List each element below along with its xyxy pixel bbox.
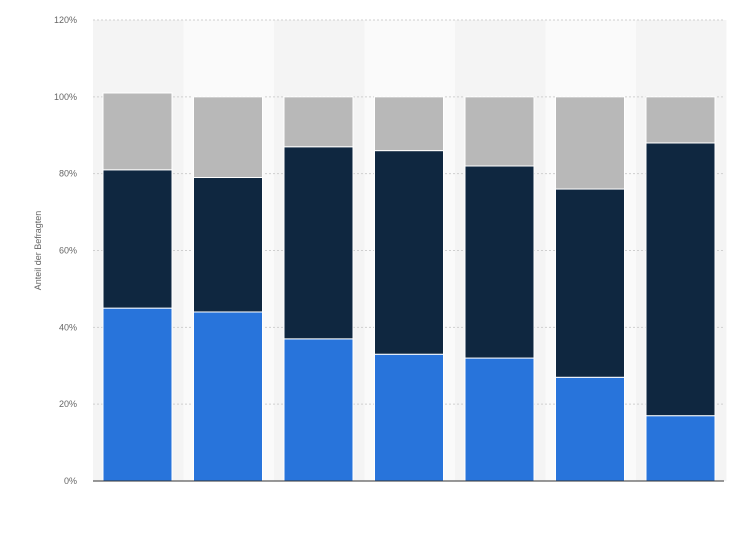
y-axis-title: Anteil der Befragten xyxy=(33,211,43,291)
y-tick-label: 100% xyxy=(54,92,77,102)
bar-segment-s3-c7 xyxy=(645,96,716,144)
y-tick-label: 60% xyxy=(59,246,77,256)
bar-segment-s2-c7 xyxy=(645,142,716,417)
bar-segment-s3-c6 xyxy=(555,96,625,190)
bar-segment-s2-c2 xyxy=(193,177,263,313)
bar-segment-s1-c7 xyxy=(645,415,716,482)
bar-segment-s1-c6 xyxy=(555,376,625,482)
bar-segment-s1-c4 xyxy=(374,353,444,482)
bar-segment-s3-c3 xyxy=(283,96,354,148)
y-tick-label: 40% xyxy=(59,322,77,332)
bar-segment-s1-c1 xyxy=(102,307,173,482)
bar-segment-s2-c5 xyxy=(464,165,535,359)
bar-segment-s3-c2 xyxy=(193,96,263,179)
bar-segment-s3-c5 xyxy=(464,96,535,167)
bar-segment-s1-c2 xyxy=(193,311,263,482)
bar-segment-s3-c1 xyxy=(102,92,173,171)
bar-segment-s3-c4 xyxy=(374,96,444,152)
bar-stacks xyxy=(102,92,716,482)
y-tick-label: 0% xyxy=(64,476,77,486)
y-tick-label: 80% xyxy=(59,169,77,179)
y-tick-label: 120% xyxy=(54,15,77,25)
y-tick-labels: 0% 20% 40% 60% 80% 100% 120% xyxy=(54,15,77,486)
bar-segment-s2-c1 xyxy=(102,169,173,309)
bar-segment-s2-c4 xyxy=(374,150,444,355)
bar-segment-s1-c3 xyxy=(283,338,354,482)
y-tick-label: 20% xyxy=(59,399,77,409)
bar-segment-s2-c6 xyxy=(555,188,625,378)
bar-segment-s1-c5 xyxy=(464,357,535,482)
bar-segment-s2-c3 xyxy=(283,146,354,340)
